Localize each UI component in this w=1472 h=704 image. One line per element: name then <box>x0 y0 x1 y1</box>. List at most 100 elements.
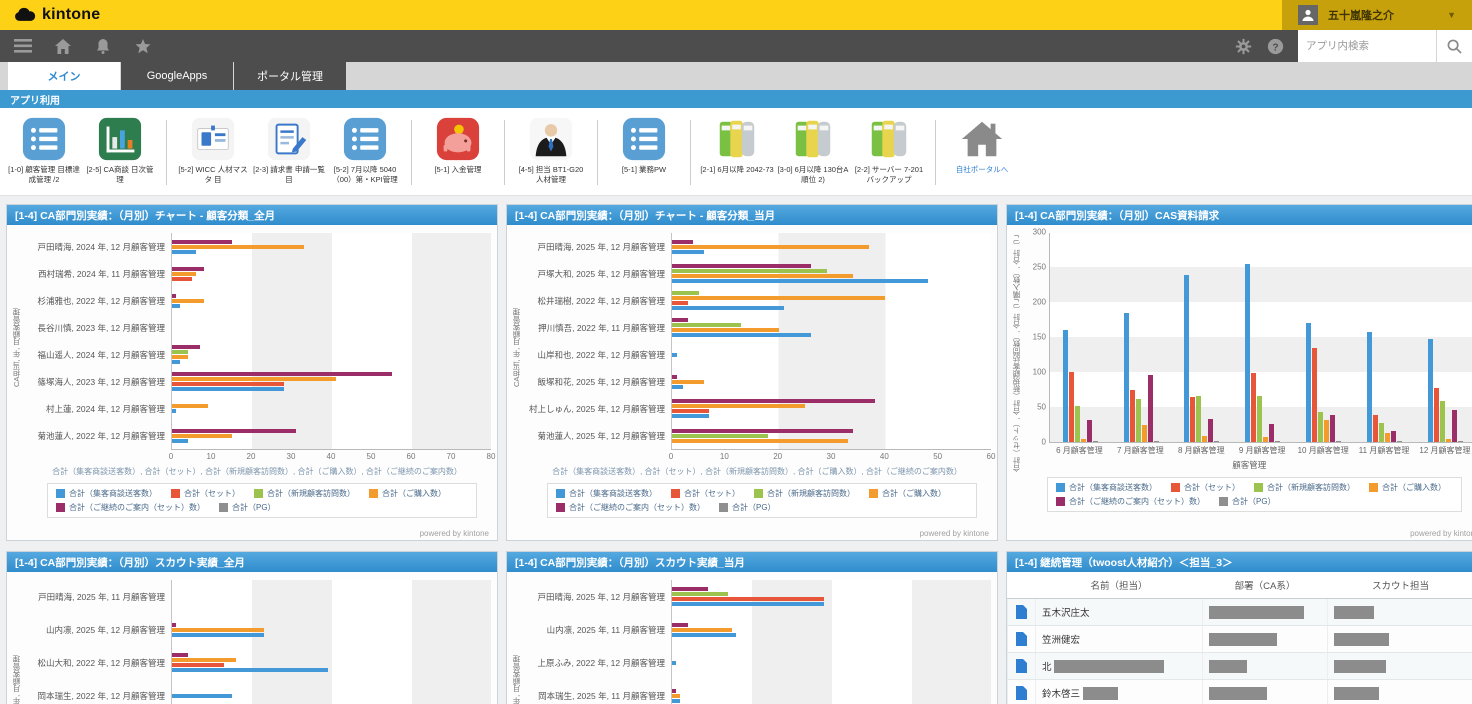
x-tick-label: 0 <box>668 452 674 461</box>
home-icon[interactable] <box>54 37 72 55</box>
app-shortcut[interactable]: [3-0] 6月以降 130台A順位 2) <box>775 116 851 185</box>
y-tick-label: 200 <box>1032 297 1046 307</box>
app-shortcut[interactable]: [5-1] 入金管理 <box>420 116 496 175</box>
category-label: 松井瑞樹, 2022 年, 12 月顧客管理 <box>537 295 665 306</box>
legend-item: 合計（セット） <box>1171 482 1240 493</box>
help-icon[interactable]: ? <box>1266 37 1284 55</box>
tab-portal-admin[interactable]: ポータル管理 <box>234 62 346 90</box>
hamburger-menu-icon[interactable] <box>14 37 32 55</box>
bar <box>1330 415 1336 442</box>
legend-label: 合計（セット） <box>1184 483 1240 492</box>
bar <box>1080 438 1086 442</box>
app-shortcut[interactable]: 自社ポータルへ <box>944 116 1020 175</box>
redacted-value <box>1209 605 1304 619</box>
bar-group <box>1354 233 1415 442</box>
y-tick-label: 0 <box>1041 437 1046 447</box>
category-label: 村上蓮, 2024 年, 12 月顧客管理 <box>45 403 165 414</box>
category-label: 西村瑞希, 2024 年, 11 月顧客管理 <box>38 268 165 279</box>
app-section-title: アプリ利用 <box>0 90 1472 108</box>
redacted-value <box>1334 659 1386 673</box>
chart-legend: 合計（集客商談送客数） 合計（セット） 合計（新規顧客訪問数） 合計（ご購入数） 合計（… <box>547 483 977 518</box>
x-tick-label: 20 <box>773 452 783 461</box>
notifications-bell-icon[interactable] <box>94 37 112 55</box>
bar <box>1123 313 1129 442</box>
app-shortcut[interactable]: [2-1] 6月以降 2042-73 <box>699 116 775 175</box>
tab-main[interactable]: メイン <box>8 62 120 90</box>
bar <box>672 239 694 244</box>
bar <box>1251 372 1257 442</box>
bar <box>172 303 180 308</box>
legend-label: 合計（セット） <box>184 489 240 498</box>
table-row[interactable]: 笠洲健宏 <box>1007 625 1472 653</box>
record-document-icon[interactable] <box>1016 686 1027 700</box>
bar <box>672 306 784 310</box>
table-row[interactable]: 鈴木啓三 <box>1007 679 1472 704</box>
bar <box>672 301 688 305</box>
record-document-icon[interactable] <box>1016 659 1027 673</box>
bar <box>1062 330 1068 442</box>
bar <box>1184 274 1190 442</box>
app-label: [2-1] 6月以降 2042-73 <box>700 165 774 174</box>
chart-legend: 合計（集客商談送客数） 合計（セット） 合計（新規顧客訪問数） 合計（ご購入数） 合計（… <box>1047 477 1462 512</box>
bar <box>172 298 204 303</box>
chart-row: 福山遥人, 2024 年, 12 月顧客管理 <box>23 341 491 368</box>
settings-gear-icon[interactable] <box>1234 37 1252 55</box>
app-shortcut[interactable]: [2-2] サーバー 7-201 バックアップ <box>851 116 927 185</box>
powered-by: powered by kintone <box>1410 529 1472 538</box>
chart-legend: 合計（集客商談送客数） 合計（セット） 合計（新規顧客訪問数） 合計（ご購入数） 合計（… <box>47 483 477 518</box>
legend-swatch <box>556 489 565 498</box>
search-button[interactable] <box>1436 30 1472 62</box>
favorites-star-icon[interactable] <box>134 37 152 55</box>
dept-cell <box>1202 598 1328 626</box>
x-axis-title: 顧客管理 <box>1232 460 1267 470</box>
app-shortcut[interactable]: [5-2] WICC 人材マスタ 目 <box>175 116 251 185</box>
category-label: 菊池蓮人, 2022 年, 12 月顧客管理 <box>37 430 165 441</box>
bar <box>672 374 678 379</box>
redacted-value <box>1334 632 1389 646</box>
app-shortcut[interactable]: [2-3] 請求書 申請一覧 目 <box>251 116 327 185</box>
panel-customer-chart-currentmonth: [1-4] CA部門別実績：（月別）チャート - 顧客分類_当月 CA担当, 年… <box>506 204 998 541</box>
tab-googleapps[interactable]: GoogleApps <box>121 62 233 90</box>
legend-item: 合計（ご購入数） <box>869 488 946 499</box>
x-axis: 0 10 20 30 40 50 60 70 80 <box>169 449 495 462</box>
app-shortcut[interactable]: [4-5] 担当 BT1-G20 人材管理 <box>513 116 589 185</box>
bar <box>672 592 728 596</box>
table-row[interactable]: 五木沢庄太 <box>1007 598 1472 626</box>
app-shortcut[interactable]: [5-2] 7月以降 5040（00）第・KPI管理 <box>327 116 403 185</box>
dashboard-grid: [1-4] CA部門別実績：（月別）チャート - 顧客分類_全月 CA担当, 年… <box>0 196 1472 704</box>
y-tick-label: 150 <box>1032 332 1046 342</box>
category-label: 上原ふみ, 2022 年, 12 月顧客管理 <box>537 657 665 668</box>
plot-area: 0 50 100 150 200 250 300 <box>1033 228 1472 447</box>
app-shortcut[interactable]: [1-0] 顧客管理 目標達成管理 /2 <box>6 116 82 185</box>
bar <box>672 660 676 665</box>
bar <box>1312 347 1318 442</box>
table-row[interactable]: 北 <box>1007 652 1472 680</box>
bar <box>172 438 188 443</box>
bar <box>172 266 204 271</box>
category-label: 山岸和也, 2022 年, 12 月顧客管理 <box>537 349 665 360</box>
bar <box>1147 374 1153 442</box>
legend-swatch <box>754 489 763 498</box>
kintone-logo[interactable]: kintone <box>0 6 100 24</box>
redacted-value <box>1334 686 1379 700</box>
bar <box>172 276 192 281</box>
bar <box>672 587 708 591</box>
search-input[interactable] <box>1298 30 1436 62</box>
legend-label: 合計（新規顧客訪問数） <box>767 489 855 498</box>
app-shortcut[interactable]: [5-1] 業務PW <box>606 116 682 175</box>
record-document-icon[interactable] <box>1016 632 1027 646</box>
app-shortcut[interactable]: [2-5] CA商談 日次管理 <box>82 116 158 185</box>
record-document-icon[interactable] <box>1016 605 1027 619</box>
portal-tabs: メイン GoogleApps ポータル管理 <box>0 62 1472 90</box>
divider <box>597 120 598 185</box>
name-cell: 鈴木啓三 <box>1035 679 1203 704</box>
user-menu[interactable]: 五十嵐隆之介 ▼ <box>1282 0 1472 30</box>
toolbar-right: ? <box>1234 30 1472 62</box>
bar <box>1306 323 1312 442</box>
scout-cell <box>1327 652 1472 680</box>
legend-swatch <box>1369 483 1378 492</box>
bar <box>1275 440 1281 442</box>
divider <box>166 120 167 185</box>
x-tick-label: 80 <box>486 452 496 461</box>
